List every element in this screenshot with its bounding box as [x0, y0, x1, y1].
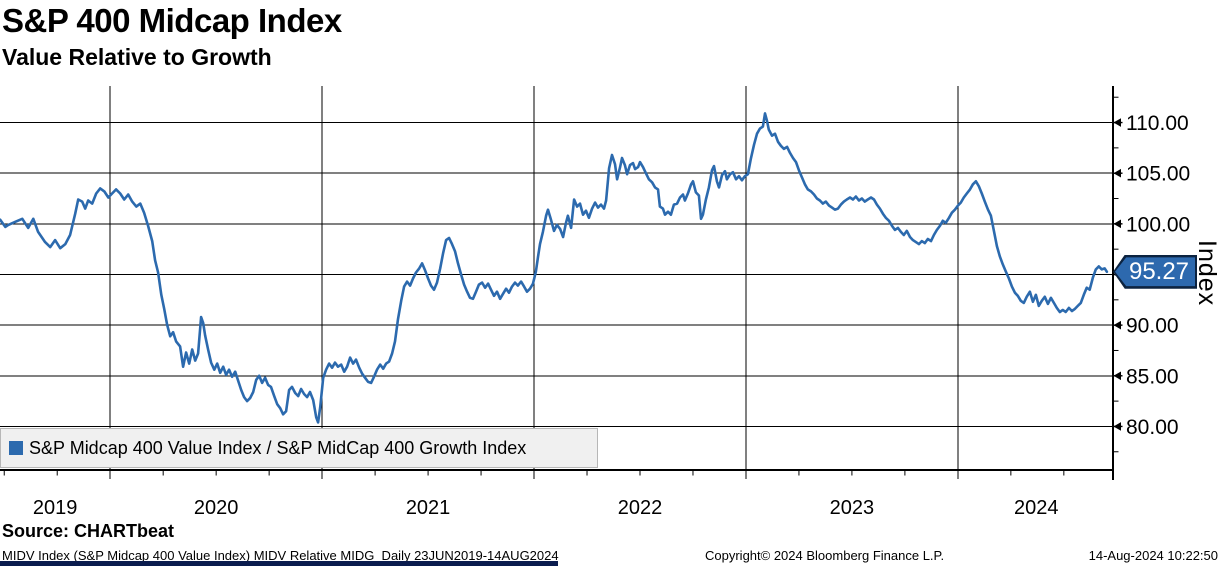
- y-tick-arrow-icon: [1113, 371, 1121, 381]
- footer-copyright: Copyright© 2024 Bloomberg Finance L.P.: [705, 548, 945, 563]
- page-title: S&P 400 Midcap Index: [2, 2, 342, 39]
- source-text: Source: CHARTbeat: [2, 521, 175, 541]
- y-tick-arrow-icon: [1113, 320, 1121, 330]
- x-year-label: 2023: [830, 497, 875, 519]
- y-tick-arrow-icon: [1113, 118, 1121, 127]
- y-tick-arrow-icon: [1113, 422, 1121, 431]
- price-line: [0, 112, 1109, 424]
- legend-label: S&P Midcap 400 Value Index / S&P MidCap …: [29, 437, 527, 458]
- y-tick-label: 100.00: [1126, 213, 1190, 236]
- legend: S&P Midcap 400 Value Index / S&P MidCap …: [0, 428, 598, 468]
- y-tick-arrow-icon: [1113, 168, 1121, 178]
- bottom-panel-bar: [0, 561, 558, 566]
- y-tick-label: 90.00: [1126, 315, 1179, 338]
- last-price-badge: 95.27: [1113, 254, 1197, 289]
- y-tick-label: 80.00: [1126, 416, 1179, 439]
- last-price-value: 95.27: [1128, 257, 1190, 285]
- y-axis-title: Index: [1193, 240, 1221, 307]
- y-tick-arrow-icon: [1113, 219, 1121, 229]
- legend-swatch-icon: [9, 441, 23, 455]
- x-year-label: 2024: [1014, 497, 1059, 519]
- footer-timestamp: 14-Aug-2024 10:22:50: [1088, 548, 1218, 563]
- x-year-label: 2019: [33, 497, 78, 519]
- plot-area[interactable]: 110.00 105.00 100.00 90.00 85.00 80.00 2019 202…: [0, 0, 1224, 522]
- x-year-label: 2020: [194, 497, 239, 519]
- last-price-badge-fill: 95.27: [1115, 257, 1195, 287]
- page-subtitle: Value Relative to Growth: [2, 44, 272, 70]
- y-tick-label: 85.00: [1126, 365, 1179, 388]
- footer-meta-text: MIDV Index (S&P Midcap 400 Value Index) …: [2, 548, 559, 563]
- x-year-label: 2021: [406, 497, 451, 519]
- x-year-label: 2022: [618, 497, 663, 519]
- y-tick-label: 110.00: [1126, 112, 1189, 135]
- y-tick-label: 105.00: [1126, 163, 1190, 186]
